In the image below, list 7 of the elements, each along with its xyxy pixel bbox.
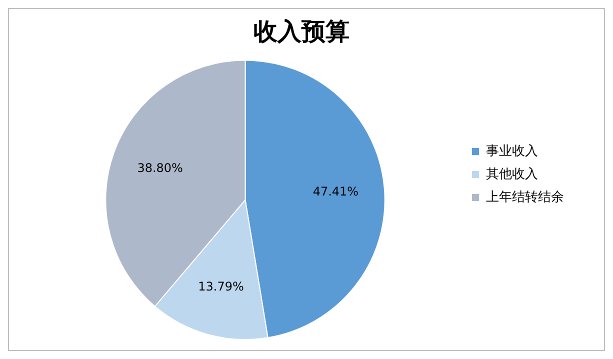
legend-label: 其他收入	[486, 166, 538, 182]
chart-title: 收入预算	[254, 18, 350, 46]
legend-label: 上年结转结余	[486, 190, 564, 205]
data-label: 13.79%	[198, 279, 244, 294]
data-label: 47.41%	[312, 184, 359, 199]
legend-label: 事业收入	[486, 144, 538, 159]
data-label: 38.80%	[137, 160, 183, 175]
